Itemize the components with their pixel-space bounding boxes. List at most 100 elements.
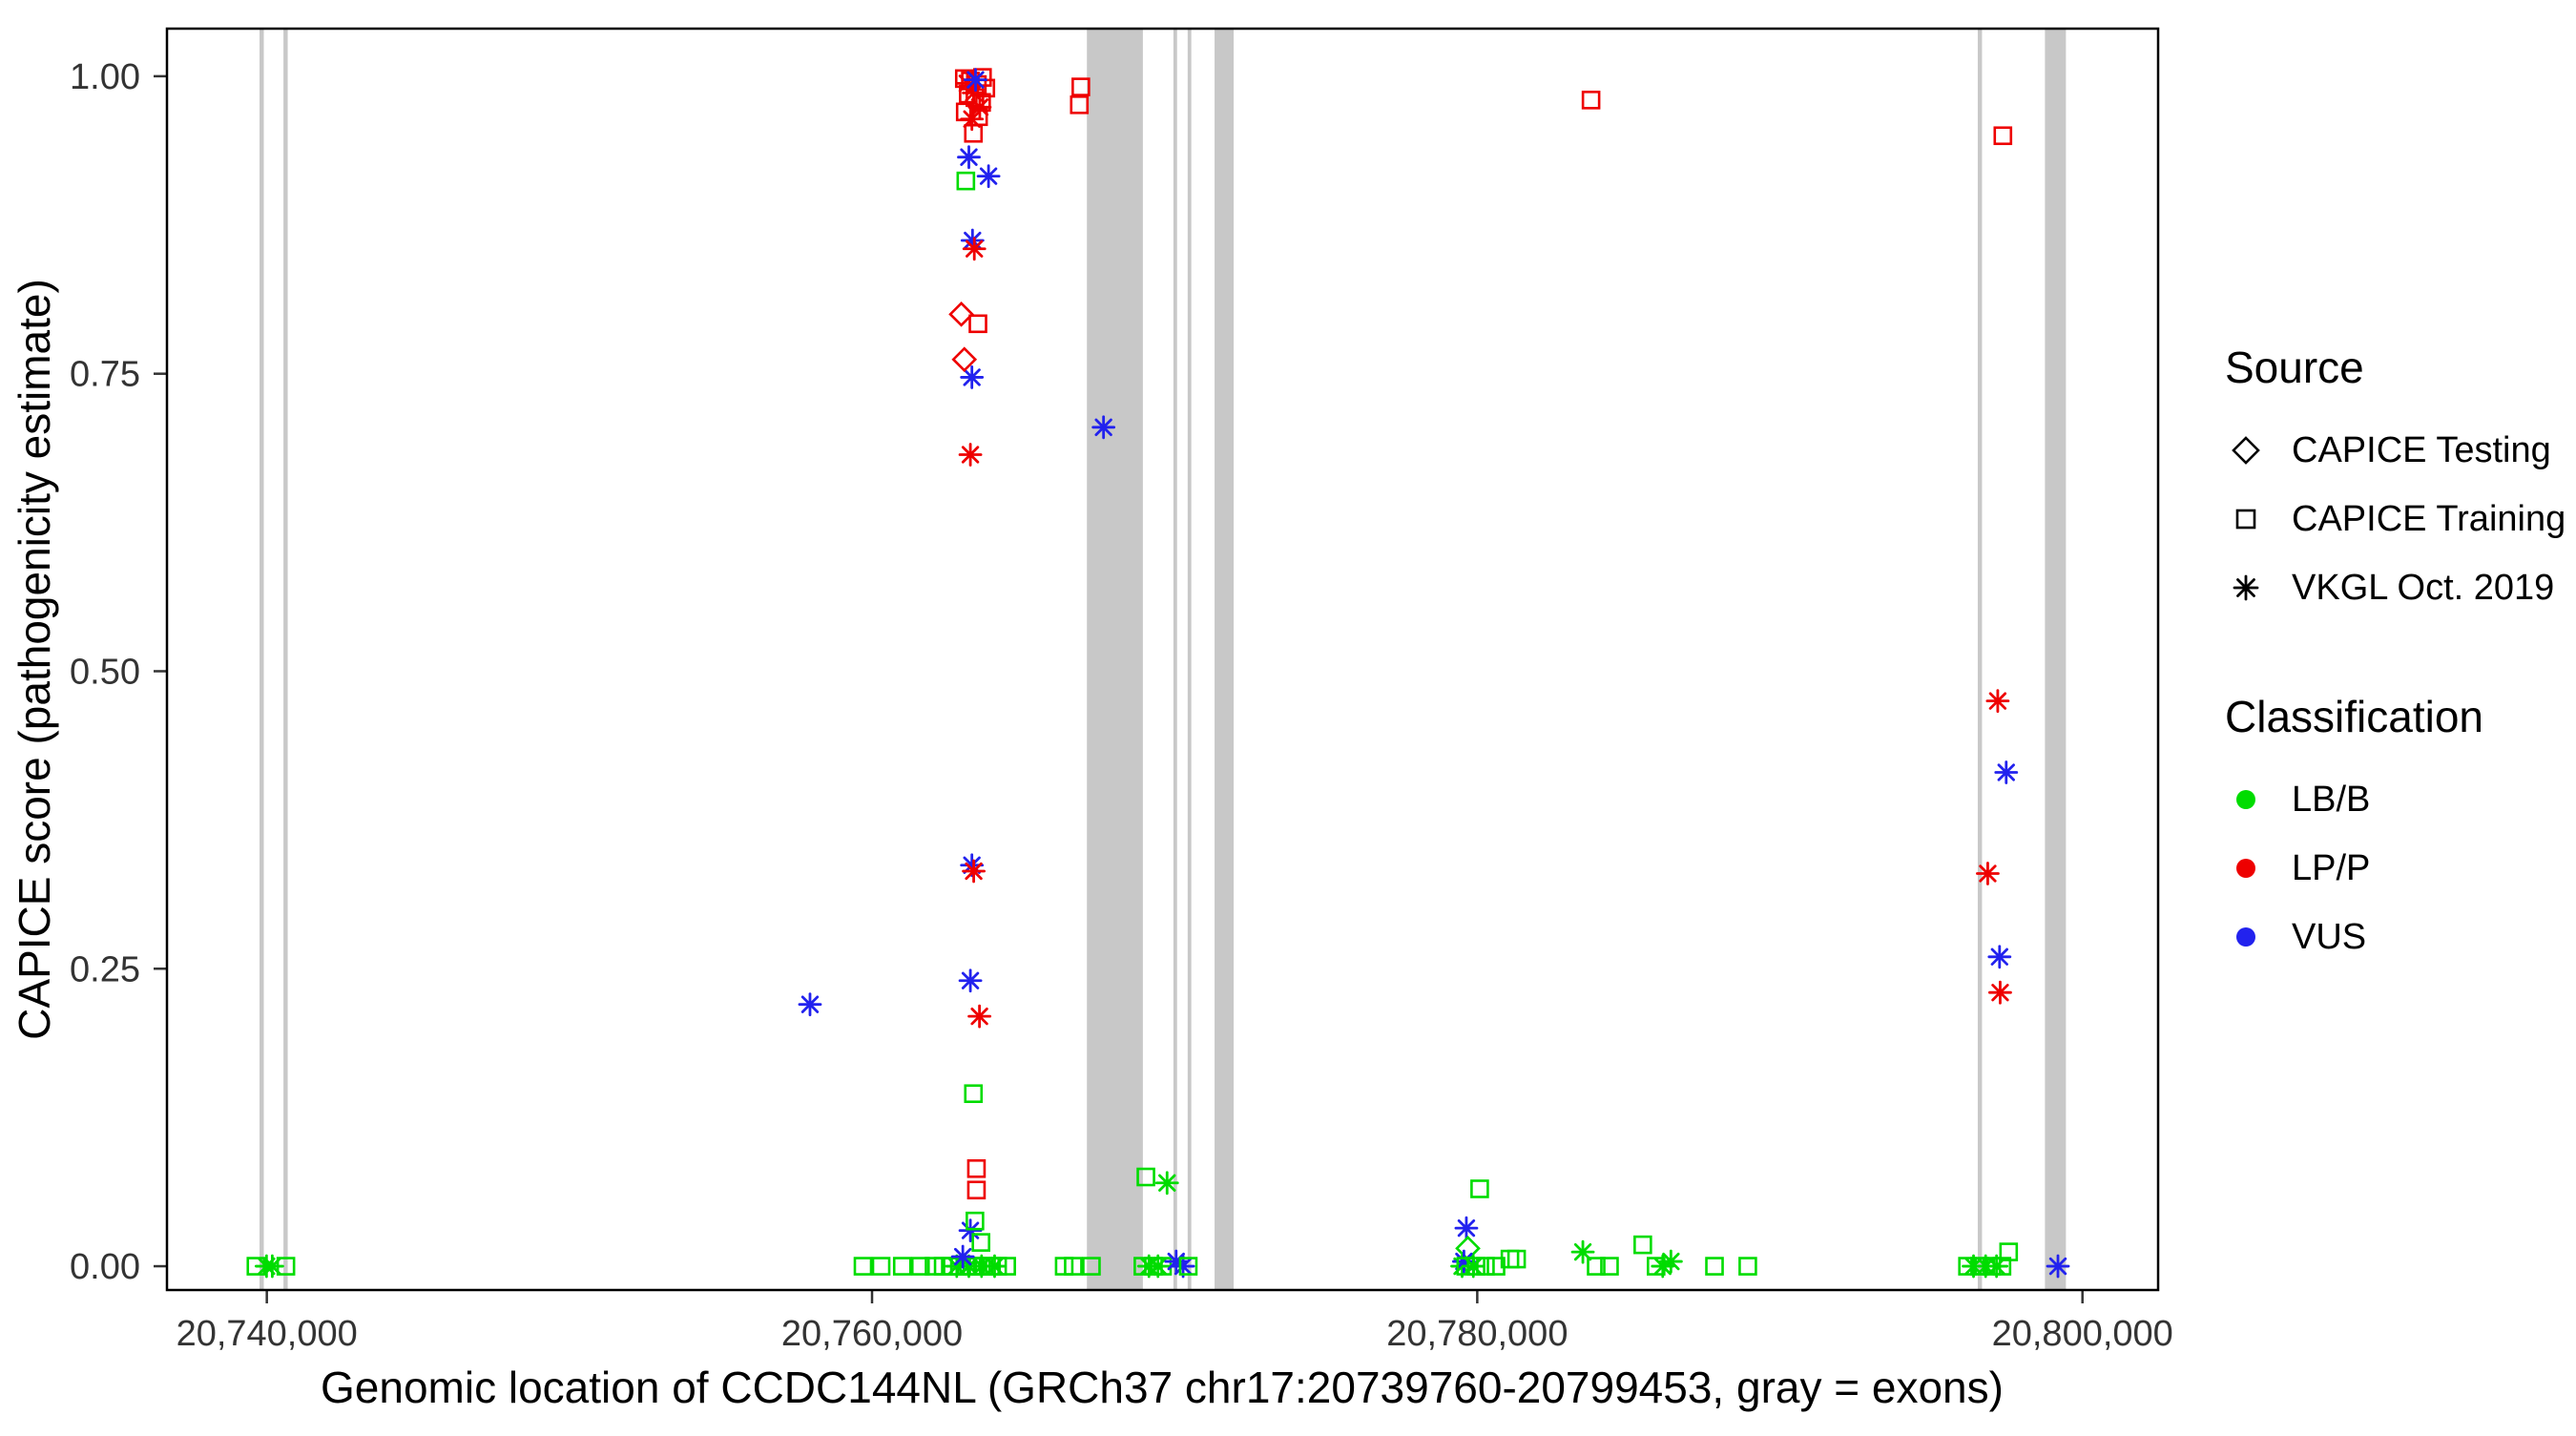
point-square [1581, 91, 1601, 110]
point-asterisk [1171, 1254, 1195, 1279]
point-square [1999, 1242, 2019, 1261]
legend-item-label: VKGL Oct. 2019 [2292, 567, 2555, 608]
point-asterisk [962, 859, 986, 884]
point-square [964, 1084, 984, 1104]
point-asterisk [2046, 1254, 2070, 1279]
point-square [1993, 126, 2013, 146]
point-asterisk [958, 443, 983, 467]
point-square [1476, 1257, 1495, 1276]
point-square [1705, 1257, 1724, 1276]
legend-item-label: VUS [2292, 916, 2367, 957]
point-diamond [951, 346, 978, 373]
point-asterisk [957, 145, 981, 170]
point-square [1633, 1235, 1652, 1255]
legend-item-label: CAPICE Training [2292, 498, 2566, 539]
point-asterisk [1091, 415, 1116, 440]
legend-source-title: Source [2225, 343, 2364, 392]
x-axis: 20,740,000 20,760,000 20,780,000 20,800,000 [177, 1290, 2173, 1354]
square-icon [2235, 509, 2256, 530]
point-square [1470, 1179, 1489, 1198]
legend-item-label: LP/P [2292, 847, 2371, 888]
point-asterisk [1154, 1171, 1179, 1196]
point-square [1600, 1257, 1619, 1276]
x-tick-label: 20,760,000 [781, 1314, 963, 1354]
legend-item-lbb: LB/B [2225, 765, 2568, 834]
exon-band [2045, 29, 2067, 1290]
exon-band [1087, 29, 1143, 1290]
point-asterisk [960, 365, 985, 389]
point-asterisk [962, 237, 987, 261]
diamond-icon [2232, 436, 2260, 465]
green-dot-icon [2236, 790, 2255, 809]
legend-item-label: LB/B [2292, 779, 2371, 820]
point-square [1506, 1249, 1527, 1269]
point-square [871, 1257, 891, 1276]
point-asterisk [1658, 1249, 1683, 1274]
x-tick-label: 20,800,000 [1992, 1314, 2173, 1354]
point-asterisk [976, 164, 1001, 189]
point-asterisk [1987, 945, 2012, 969]
point-asterisk [1454, 1216, 1479, 1240]
red-dot-icon [2236, 859, 2255, 878]
x-tick-label: 20,780,000 [1386, 1314, 1568, 1354]
point-square [853, 1257, 873, 1276]
point-square [1992, 1257, 2012, 1276]
point-asterisk [798, 992, 822, 1017]
asterisk-icon [2233, 574, 2259, 601]
y-axis: 0.00 0.25 0.50 0.75 1.00 [70, 57, 167, 1287]
y-tick-label: 0.00 [70, 1247, 140, 1287]
point-asterisk [1988, 980, 2012, 1005]
point-square [1136, 1167, 1155, 1187]
point-square [1070, 95, 1090, 114]
exon-band [260, 29, 264, 1290]
point-square [910, 1257, 930, 1276]
legend-classification-title: Classification [2225, 692, 2483, 741]
exon-band [1977, 29, 1983, 1290]
point-square [1587, 1257, 1606, 1276]
point-square [971, 1233, 990, 1252]
point-square [1064, 1257, 1083, 1276]
point-asterisk [1985, 689, 2010, 714]
y-axis-title: CAPICE score (pathogenicity estimate) [10, 279, 59, 1040]
point-asterisk [950, 1244, 975, 1269]
legend-source: Source CAPICE Testing CAPICE Training [2225, 342, 2568, 622]
legend-item-vkgl: VKGL Oct. 2019 [2225, 553, 2568, 622]
point-asterisk [1976, 862, 2000, 885]
point-asterisk [964, 68, 987, 93]
point-asterisk [967, 94, 992, 119]
point-square [1082, 1257, 1101, 1276]
legend-classification: Classification LB/B LP/P VUS [2225, 691, 2568, 971]
x-tick-label: 20,740,000 [177, 1314, 358, 1354]
panel-border [165, 27, 2160, 1292]
point-square [1071, 77, 1091, 96]
legend-item-capice-testing: CAPICE Testing [2225, 416, 2568, 485]
data-points [246, 68, 2070, 1279]
plot-panel [167, 29, 2158, 1290]
y-tick-label: 0.50 [70, 652, 140, 692]
legend-item-lpp: LP/P [2225, 834, 2568, 903]
point-asterisk [958, 1218, 983, 1243]
exon-band [1173, 29, 1177, 1290]
point-square [1738, 1257, 1757, 1276]
blue-dot-icon [2236, 927, 2255, 947]
exon-bands [260, 29, 2067, 1290]
point-square [1466, 1257, 1485, 1276]
legend-item-vus: VUS [2225, 903, 2568, 971]
point-square [968, 314, 987, 334]
point-asterisk [983, 1254, 1007, 1279]
y-tick-label: 0.25 [70, 949, 140, 989]
point-asterisk [958, 968, 983, 993]
point-square [966, 1211, 985, 1231]
point-square [892, 1257, 912, 1276]
exon-band [283, 29, 288, 1290]
legend-item-label: CAPICE Testing [2292, 429, 2551, 470]
x-axis-title: Genomic location of CCDC144NL (GRCh37 ch… [321, 1363, 2004, 1412]
legend-item-capice-training: CAPICE Training [2225, 485, 2568, 553]
point-asterisk [1994, 760, 2019, 784]
exon-band [1187, 29, 1192, 1290]
y-tick-label: 1.00 [70, 57, 140, 97]
y-tick-label: 0.75 [70, 355, 140, 395]
point-asterisk [967, 1004, 992, 1029]
